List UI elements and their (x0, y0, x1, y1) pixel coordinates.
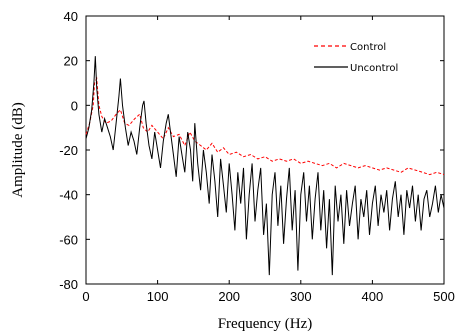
legend-label-uncontrol: Uncontrol (350, 63, 398, 74)
y-tick-label: -40 (59, 188, 78, 203)
plot-area (85, 15, 445, 285)
legend-label-control: Control (350, 42, 386, 53)
x-tick-label: 100 (147, 289, 169, 304)
x-tick-label: 300 (290, 289, 312, 304)
series-line-uncontrol (85, 56, 445, 276)
x-tick-label: 500 (433, 289, 455, 304)
x-tick-label: 0 (82, 289, 89, 304)
legend: Control Uncontrol (314, 42, 398, 74)
x-axis-label: Frequency (Hz) (218, 316, 313, 332)
y-tick-label: -80 (59, 277, 78, 292)
y-tick-label: 0 (71, 98, 78, 113)
y-tick-label: -60 (59, 232, 78, 247)
tick-layer: 0 100 200 300 400 500 -80 -60 -40 -20 0 20 40 (59, 9, 455, 304)
series-layer (85, 56, 445, 276)
y-tick-label: 40 (64, 9, 78, 24)
y-tick-label: -20 (59, 143, 78, 158)
x-tick-label: 200 (218, 289, 240, 304)
series-line-control (85, 76, 445, 176)
y-tick-label: 20 (64, 54, 78, 69)
y-axis-label: Amplitude (dB) (10, 102, 26, 197)
x-tick-label: 400 (362, 289, 384, 304)
